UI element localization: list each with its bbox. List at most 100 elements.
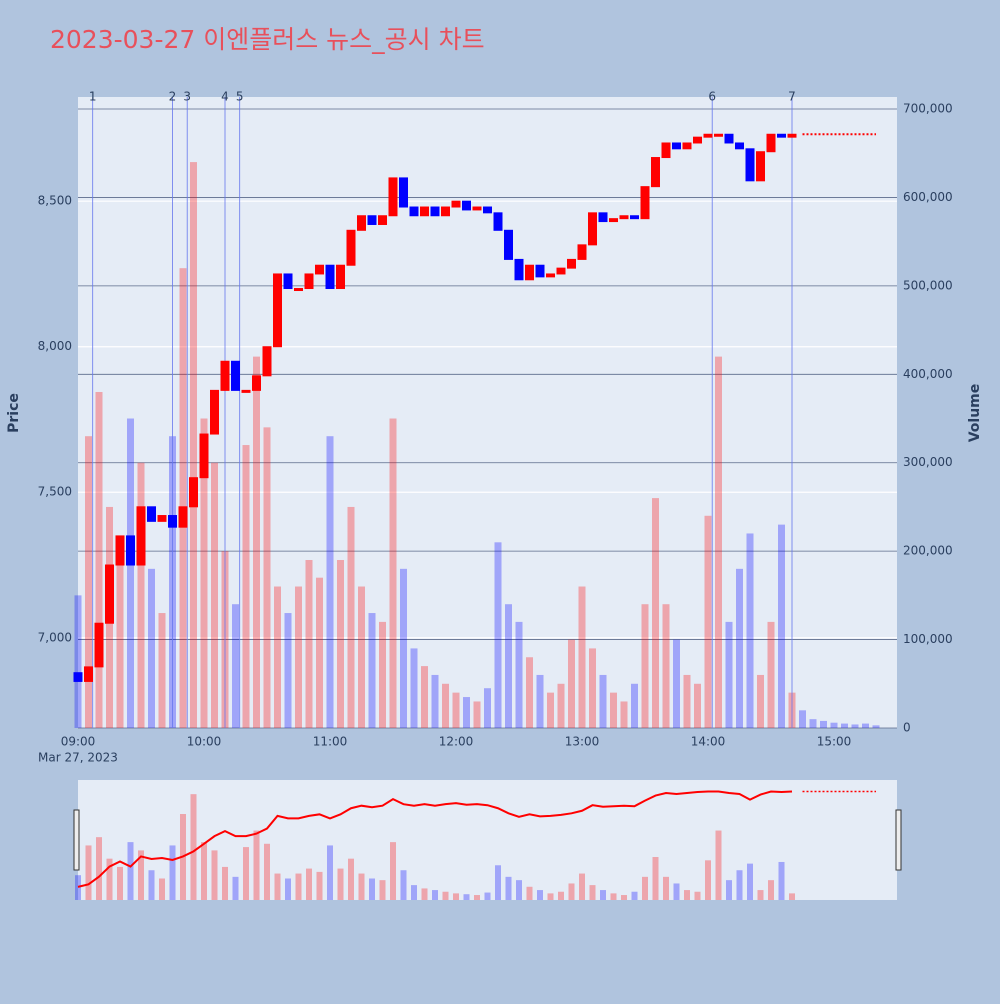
mini-volume-bar xyxy=(127,842,134,900)
y-tick-label: 7,500 xyxy=(38,485,72,499)
volume-bar xyxy=(851,724,859,728)
candle xyxy=(367,215,377,225)
mini-volume-bar xyxy=(778,861,785,900)
slider-handle[interactable] xyxy=(895,809,902,871)
volume-bar xyxy=(85,436,92,728)
mini-volume-bar xyxy=(757,890,764,900)
candle xyxy=(787,133,797,138)
mini-volume-bar xyxy=(589,885,596,900)
mini-volume-bar xyxy=(684,890,690,900)
y-tick-label: 8,500 xyxy=(38,194,72,208)
mini-price-line xyxy=(77,790,793,888)
candle xyxy=(157,515,167,522)
event-label: 5 xyxy=(236,90,244,104)
mini-volume-bar xyxy=(117,866,123,900)
volume-bar xyxy=(610,692,617,728)
mini-volume-bar xyxy=(253,830,260,900)
mini-volume-bar xyxy=(379,880,386,900)
volume-bar xyxy=(242,445,250,728)
slider-handle[interactable] xyxy=(73,809,80,871)
candle xyxy=(73,672,83,682)
candle xyxy=(462,200,471,211)
y2-tick-label: 0 xyxy=(903,721,911,735)
candle xyxy=(252,375,261,391)
mini-volume-bar xyxy=(663,876,669,900)
candle xyxy=(588,212,597,246)
candle xyxy=(94,622,104,668)
mini-volume-bar xyxy=(610,893,617,900)
mini-volume-bar xyxy=(558,891,564,900)
event-label: 2 xyxy=(169,90,177,104)
range-slider[interactable] xyxy=(78,780,897,900)
mini-volume-bar xyxy=(285,878,291,900)
candle xyxy=(735,142,744,150)
x-tick-label: 09:00 xyxy=(61,735,96,749)
volume-bar xyxy=(536,674,544,728)
candle xyxy=(598,212,608,223)
mini-volume-bar xyxy=(579,873,585,900)
candle xyxy=(283,273,293,290)
candle xyxy=(136,506,146,566)
mini-volume-bar xyxy=(148,870,155,900)
volume-bar xyxy=(505,604,512,728)
candle xyxy=(210,389,219,435)
candle xyxy=(619,215,629,220)
mini-volume-bar xyxy=(411,885,417,900)
candle xyxy=(661,142,671,159)
volume-bar xyxy=(74,595,82,728)
candle xyxy=(262,346,272,377)
volume-bar xyxy=(158,613,166,728)
mini-volume-bar xyxy=(642,876,648,900)
candle xyxy=(168,515,177,528)
volume-bar xyxy=(211,462,218,728)
volume-bar xyxy=(641,604,649,728)
candle xyxy=(189,477,198,508)
mini-volume-bar xyxy=(159,878,165,900)
mini-volume-bar xyxy=(211,850,218,900)
candle xyxy=(567,258,576,269)
candle xyxy=(388,177,398,217)
candle xyxy=(115,535,125,566)
volume-bar xyxy=(410,648,418,728)
volume-bar xyxy=(389,418,397,728)
volume-bar xyxy=(400,568,407,728)
mini-volume-bar xyxy=(169,845,176,900)
x-tick-label: 13:00 xyxy=(565,735,600,749)
candle xyxy=(273,273,282,348)
candle xyxy=(199,433,209,479)
x-tick-label: 12:00 xyxy=(439,735,474,749)
volume-bar xyxy=(683,674,691,728)
volume-bar xyxy=(190,162,197,729)
volume-bar xyxy=(673,639,680,728)
candle xyxy=(483,206,492,214)
volume-bar xyxy=(715,356,722,728)
volume-bar xyxy=(725,621,733,728)
volume-bar xyxy=(316,577,323,728)
mini-volume-bar xyxy=(484,892,491,900)
volume-bar xyxy=(809,719,817,728)
volume-bar xyxy=(862,723,869,728)
mini-volume-bar xyxy=(369,878,375,900)
volume-bar xyxy=(179,268,187,728)
volume-bar xyxy=(767,621,775,728)
candle xyxy=(672,142,681,150)
mini-volume-bar xyxy=(222,866,228,900)
volume-bar xyxy=(757,674,764,728)
mini-volume-bar xyxy=(537,890,543,900)
candle xyxy=(304,273,314,290)
mini-volume-bar xyxy=(705,860,711,900)
candle xyxy=(178,506,188,528)
candle xyxy=(378,215,387,225)
volume-bar xyxy=(305,559,313,728)
mini-volume-bar xyxy=(337,868,344,900)
volume-bar xyxy=(652,498,659,728)
candle xyxy=(451,200,461,208)
candle xyxy=(682,142,692,150)
volume-bar xyxy=(358,586,365,728)
mini-volume-bar xyxy=(232,876,239,900)
volume-bar xyxy=(95,391,103,728)
candle xyxy=(546,273,555,278)
candle xyxy=(504,229,513,260)
mini-volume-bar xyxy=(295,873,302,900)
candle xyxy=(493,212,503,231)
